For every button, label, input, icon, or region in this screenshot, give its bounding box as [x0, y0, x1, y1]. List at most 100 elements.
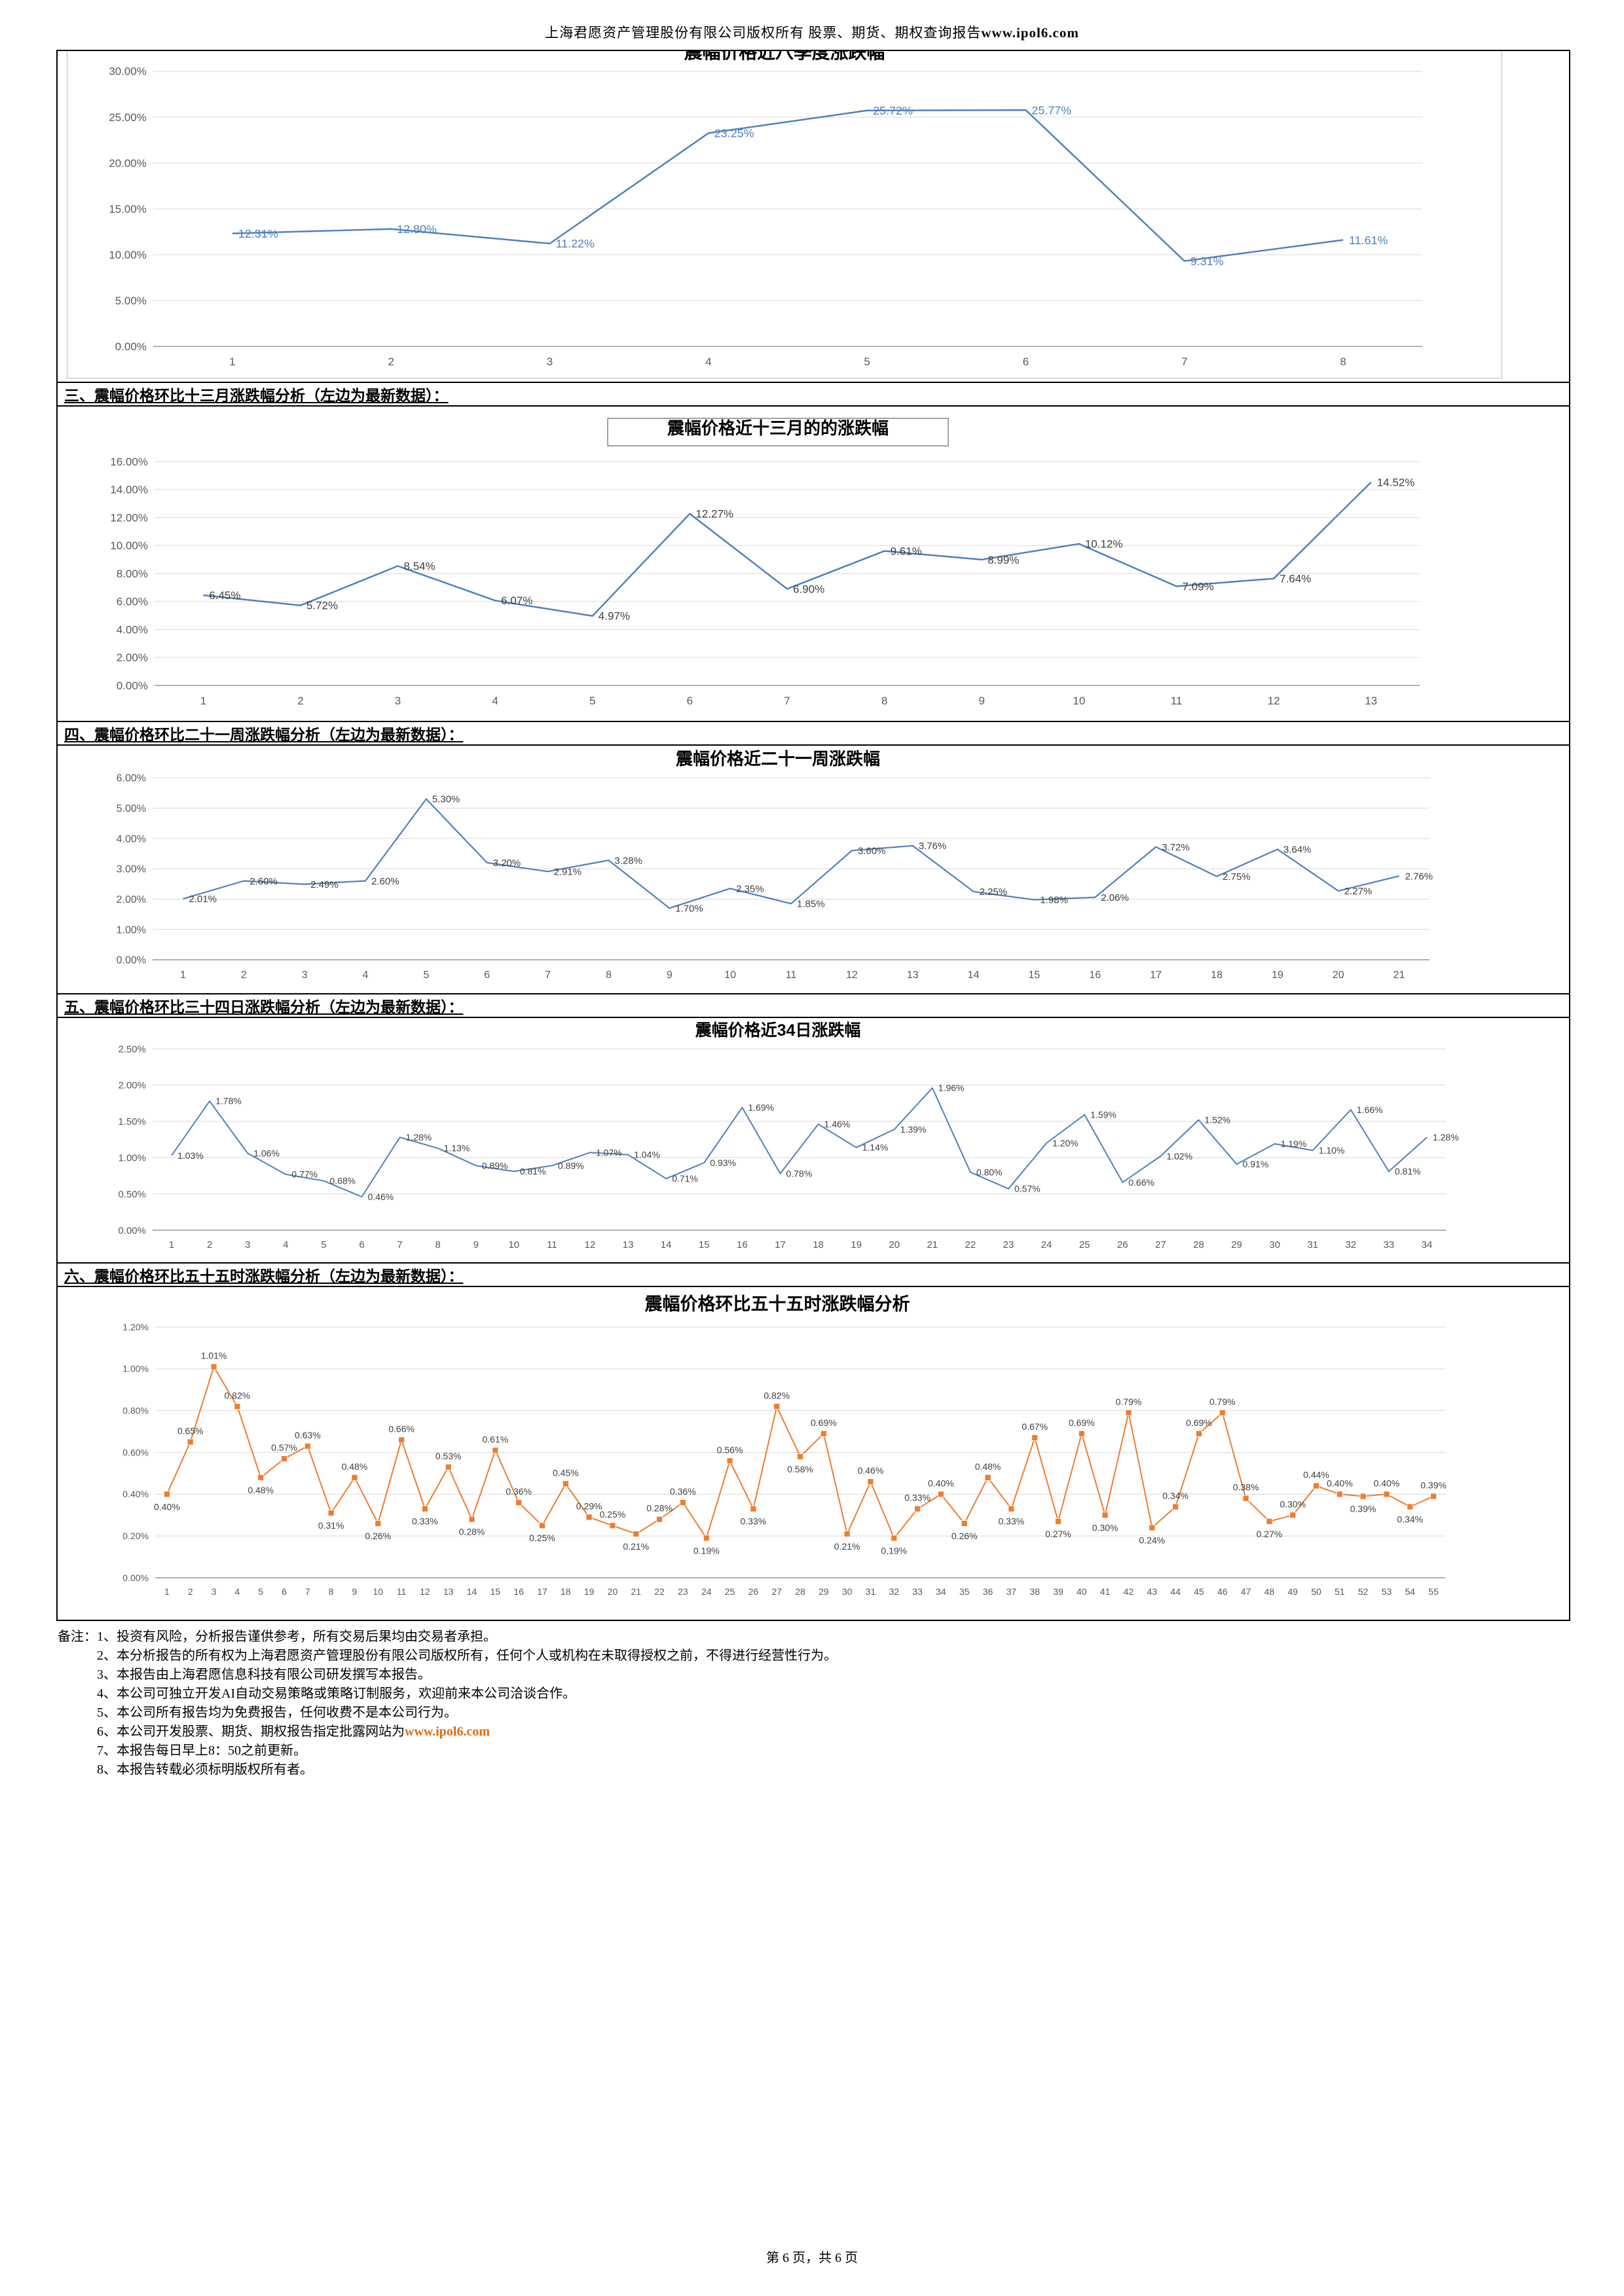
svg-text:20: 20 [1333, 970, 1344, 981]
chart-34day-section: 0.00% 0.50% 1.00% 1.50% 2.00% 2.50% 1 2 3 4 5 6 7 8 9 1… [58, 1018, 1569, 1262]
svg-text:7: 7 [784, 695, 790, 707]
svg-text:0.00%: 0.00% [118, 1225, 146, 1236]
section-heading-text: 三、震幅价格环比十三月涨跌幅分析（左边为最新数据）： [64, 388, 449, 404]
svg-text:29: 29 [1231, 1239, 1242, 1250]
svg-text:43: 43 [1147, 1586, 1157, 1597]
svg-text:26: 26 [1117, 1239, 1128, 1250]
svg-text:1.85%: 1.85% [797, 899, 825, 910]
svg-text:8.00%: 8.00% [117, 568, 148, 580]
svg-text:5.00%: 5.00% [117, 803, 146, 814]
svg-text:0.81%: 0.81% [520, 1166, 546, 1176]
svg-text:0.67%: 0.67% [1022, 1421, 1048, 1432]
svg-text:32: 32 [1345, 1239, 1356, 1250]
svg-text:52: 52 [1358, 1586, 1369, 1597]
svg-text:1.28%: 1.28% [1433, 1132, 1459, 1142]
svg-text:9: 9 [352, 1586, 358, 1597]
svg-text:0.24%: 0.24% [1139, 1535, 1165, 1545]
svg-text:震幅价格近二十一周涨跌幅: 震幅价格近二十一周涨跌幅 [676, 749, 880, 769]
svg-text:0.21%: 0.21% [834, 1541, 860, 1552]
svg-text:23.25%: 23.25% [714, 127, 754, 140]
line-chart-34day: 0.00%0.50%1.00%1.50%2.00%2.50%1 2 3 4 5 6 7 8 9 1… [71, 1020, 1485, 1260]
svg-text:3: 3 [302, 970, 308, 981]
svg-text:34: 34 [936, 1586, 946, 1597]
svg-text:0.48%: 0.48% [248, 1485, 274, 1495]
svg-text:0.48%: 0.48% [975, 1461, 1001, 1472]
svg-text:12: 12 [1268, 695, 1280, 707]
svg-text:17: 17 [1150, 970, 1162, 981]
svg-text:8: 8 [329, 1586, 334, 1597]
svg-text:29: 29 [819, 1586, 829, 1597]
svg-text:8: 8 [881, 695, 887, 707]
svg-text:0.40%: 0.40% [122, 1489, 149, 1499]
svg-text:8.54%: 8.54% [404, 560, 435, 572]
svg-text:0.28%: 0.28% [646, 1503, 673, 1514]
note-url: www.ipol6.com [405, 1724, 490, 1739]
svg-text:50: 50 [1311, 1586, 1321, 1597]
svg-text:37: 37 [1006, 1586, 1017, 1597]
svg-text:10.00%: 10.00% [110, 539, 148, 552]
svg-text:25: 25 [725, 1586, 735, 1597]
svg-text:19: 19 [1272, 970, 1283, 981]
line-chart-8quarter: 0.00% 5.00% 10.00% 15.00% 20.00% 25.00% 30.00%… [67, 51, 1502, 378]
svg-text:13: 13 [443, 1586, 454, 1597]
svg-text:12.31%: 12.31% [238, 227, 278, 240]
svg-text:6: 6 [1023, 355, 1029, 368]
section-heading-21week: 四、震幅价格环比二十一周涨跌幅分析（左边为最新数据）： [58, 721, 1569, 746]
svg-text:17: 17 [775, 1239, 786, 1250]
report-box: 0.00% 5.00% 10.00% 15.00% 20.00% 25.00% 30.00%… [56, 50, 1570, 1621]
svg-text:2.60%: 2.60% [371, 876, 399, 887]
svg-text:0.26%: 0.26% [951, 1531, 978, 1541]
svg-text:1.00%: 1.00% [122, 1364, 149, 1374]
svg-text:0.30%: 0.30% [1280, 1499, 1306, 1509]
svg-text:0.63%: 0.63% [295, 1430, 321, 1440]
svg-text:11: 11 [1171, 695, 1183, 707]
svg-text:1.07%: 1.07% [596, 1147, 622, 1157]
svg-text:震幅价格环比五十五时涨跌幅分析: 震幅价格环比五十五时涨跌幅分析 [645, 1294, 910, 1314]
svg-text:0.68%: 0.68% [329, 1176, 356, 1186]
svg-text:31: 31 [1307, 1239, 1318, 1250]
svg-text:1.46%: 1.46% [824, 1119, 851, 1129]
svg-text:10.12%: 10.12% [1085, 538, 1123, 551]
svg-text:25.00%: 25.00% [109, 111, 146, 124]
svg-text:1: 1 [164, 1586, 170, 1597]
svg-text:1.02%: 1.02% [1166, 1151, 1192, 1161]
svg-text:1.69%: 1.69% [748, 1102, 774, 1113]
svg-text:2.49%: 2.49% [310, 879, 339, 890]
svg-text:16: 16 [737, 1239, 748, 1250]
svg-text:震幅价格近34日涨跌幅: 震幅价格近34日涨跌幅 [695, 1021, 861, 1040]
svg-text:0.33%: 0.33% [741, 1516, 767, 1527]
svg-text:0.00%: 0.00% [117, 680, 148, 692]
svg-text:6.00%: 6.00% [117, 773, 146, 784]
svg-text:0.44%: 0.44% [1303, 1470, 1329, 1480]
svg-text:0.91%: 0.91% [1243, 1159, 1269, 1169]
svg-text:8.99%: 8.99% [987, 554, 1019, 566]
svg-text:1: 1 [180, 970, 186, 981]
svg-text:6.00%: 6.00% [117, 596, 148, 608]
header-url: www.ipol6.com [981, 25, 1079, 41]
svg-text:0.57%: 0.57% [1014, 1184, 1041, 1194]
svg-text:0.89%: 0.89% [558, 1160, 584, 1171]
line-chart-55hour: 0.00%0.20%0.40%0.60%0.80%1.00%1.20%1 2 3 4 5… [73, 1290, 1481, 1616]
section-heading-text: 六、震幅价格环比五十五时涨跌幅分析（左边为最新数据）： [64, 1268, 464, 1285]
svg-text:1: 1 [169, 1239, 174, 1250]
svg-text:4: 4 [492, 695, 498, 707]
svg-text:0.19%: 0.19% [693, 1545, 720, 1556]
svg-text:30: 30 [1269, 1239, 1280, 1250]
svg-text:0.93%: 0.93% [710, 1157, 736, 1168]
svg-text:0.29%: 0.29% [576, 1501, 602, 1511]
svg-text:3: 3 [245, 1239, 250, 1250]
notes-block: 备注： 1、投资有风险，分析报告谨供参考，所有交易后果均由交易者承担。 2、本分… [58, 1628, 837, 1779]
svg-text:14: 14 [661, 1239, 672, 1250]
svg-text:0.69%: 0.69% [811, 1417, 837, 1428]
svg-text:47: 47 [1241, 1586, 1251, 1597]
svg-text:0.79%: 0.79% [1116, 1396, 1142, 1407]
note-text: 4、本公司可独立开发AI自动交易策略或策略订制服务，欢迎前来本公司洽谈合作。 [97, 1686, 576, 1701]
svg-text:7: 7 [545, 970, 551, 981]
svg-text:3.20%: 3.20% [493, 858, 521, 869]
svg-text:1: 1 [200, 695, 206, 707]
svg-text:20: 20 [608, 1586, 618, 1597]
note-text: 2、本分析报告的所有权为上海君愿资产管理股份有限公司版权所有，任何个人或机构在未… [97, 1649, 837, 1663]
svg-text:0.81%: 0.81% [1395, 1166, 1421, 1176]
svg-text:5: 5 [589, 695, 595, 707]
svg-text:14: 14 [968, 970, 980, 981]
